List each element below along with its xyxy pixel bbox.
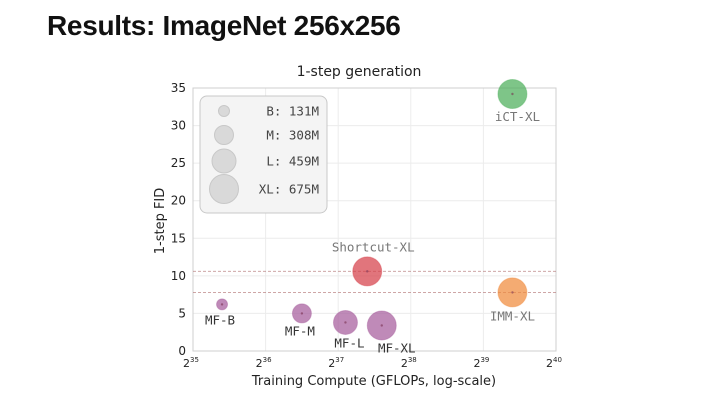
- y-tick-label: 0: [178, 344, 186, 358]
- point-label-mf-m: MF-M: [285, 323, 315, 338]
- legend-label-xl: XL: 675M: [259, 182, 319, 197]
- data-points: MF-B MF-M MF-L MF-XL Shortcut-XL IMM-XL iCT-XL: [205, 79, 540, 355]
- x-tick-label: 240: [546, 356, 562, 370]
- x-tick-base: 2: [473, 357, 480, 370]
- point-label-mf-l: MF-L: [334, 335, 364, 350]
- slide-title: Results: ImageNet 256x256: [47, 10, 401, 41]
- y-tick-label: 20: [171, 194, 186, 208]
- point-label-imm-xl: IMM-XL: [490, 308, 535, 323]
- legend-marker-l: [211, 148, 237, 174]
- legend-marker-b: [218, 105, 230, 117]
- x-axis-ticks: 235 236 237 238 239 240: [183, 356, 562, 370]
- x-tick-exponent: 37: [335, 356, 344, 364]
- point-label-ict-xl: iCT-XL: [495, 109, 540, 124]
- y-tick-label: 10: [171, 269, 186, 283]
- point-center-imm-xl: [511, 291, 514, 294]
- y-tick-label: 35: [171, 81, 186, 95]
- point-center-ict-xl: [511, 92, 514, 96]
- x-tick-exponent: 38: [408, 356, 417, 364]
- legend-label-b: B: 131M: [266, 104, 319, 119]
- y-tick-label: 25: [171, 156, 186, 170]
- y-tick-label: 30: [171, 119, 186, 133]
- legend-label-m: M: 308M: [266, 128, 319, 143]
- x-tick-label: 239: [473, 356, 489, 370]
- point-center-mf-l: [344, 321, 347, 324]
- point-label-mf-b: MF-B: [205, 312, 235, 327]
- legend-label-l: L: 459M: [266, 154, 319, 169]
- x-tick-label: 238: [401, 356, 417, 370]
- x-tick-base: 2: [401, 357, 408, 370]
- y-axis-label: 1-step FID: [153, 188, 168, 255]
- x-tick-base: 2: [328, 357, 335, 370]
- x-tick-label: 237: [328, 356, 344, 370]
- point-label-shortcut-xl: Shortcut-XL: [332, 239, 415, 254]
- x-tick-label: 236: [256, 356, 272, 370]
- x-tick-base: 2: [256, 357, 263, 370]
- x-tick-base: 2: [546, 357, 553, 370]
- x-tick-exponent: 39: [480, 356, 489, 364]
- plot-frame: [192, 87, 557, 352]
- y-tick-label: 15: [171, 231, 186, 245]
- legend-marker-xl: [209, 174, 239, 204]
- point-center-mf-m: [300, 312, 304, 315]
- y-tick-label: 5: [178, 306, 186, 320]
- x-tick-exponent: 35: [190, 356, 199, 364]
- point-center-shortcut-xl: [366, 270, 369, 273]
- x-tick-exponent: 40: [553, 356, 562, 364]
- chart-title: 1-step generation: [297, 64, 422, 80]
- point-label-mf-xl: MF-XL: [378, 340, 416, 355]
- x-tick-exponent: 36: [263, 356, 272, 364]
- x-tick-base: 2: [183, 357, 190, 370]
- size-legend: B: 131M M: 308M L: 459M XL: 675M: [199, 95, 328, 214]
- y-axis-ticks: 0 5 10 15 20 25 30 35: [171, 81, 186, 358]
- x-axis-label: Training Compute (GFLOPs, log-scale): [251, 374, 496, 389]
- point-center-mf-xl: [380, 324, 383, 327]
- legend-marker-m: [214, 125, 234, 145]
- point-center-mf-b: [220, 303, 224, 306]
- x-tick-label: 235: [183, 356, 199, 370]
